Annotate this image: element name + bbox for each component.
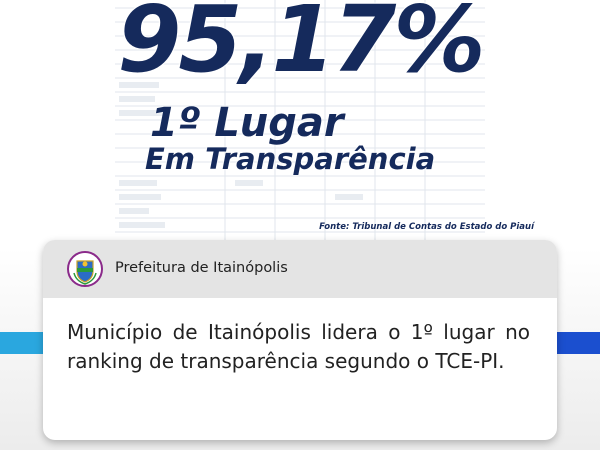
stripe-left xyxy=(0,332,50,354)
page-title[interactable]: Prefeitura de Itainópolis xyxy=(115,260,288,276)
post-card: Prefeitura de Itainópolis Município de I… xyxy=(43,240,557,440)
card-header: Prefeitura de Itainópolis xyxy=(43,240,557,298)
faded-table xyxy=(115,0,485,240)
subtitle: Em Transparência xyxy=(145,142,436,176)
source: Fonte: Tribunal de Contas do Estado do P… xyxy=(319,222,534,232)
post-text: Município de Itainópolis lidera o 1º lug… xyxy=(67,320,530,373)
rank: 1º Lugar xyxy=(150,100,344,146)
logo[interactable] xyxy=(67,251,103,287)
percentage: 95,17% xyxy=(116,0,486,94)
stripe-right xyxy=(550,332,600,354)
